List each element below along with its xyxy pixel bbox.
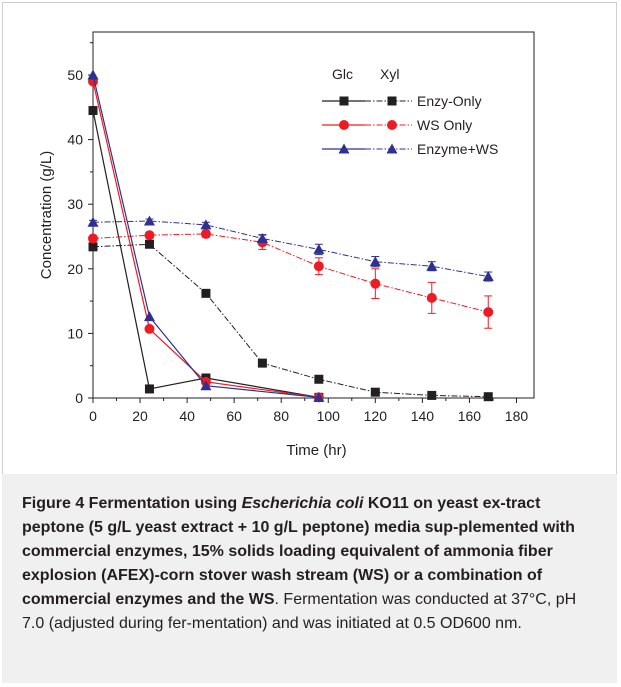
y-tick-label: 10 [67,325,83,341]
data-point [369,256,381,267]
series-line [92,220,489,278]
legend-entry: WS Only [322,117,472,133]
data-point [313,391,325,402]
data-point [144,384,154,394]
data-point [200,380,212,391]
series-enzyme-ws-glc [87,69,325,402]
data-point [426,292,437,303]
data-point [143,215,155,226]
data-point [201,288,211,298]
legend-marker-xyl [386,143,398,154]
data-point [88,106,98,116]
data-point [256,232,268,243]
data-point [144,230,155,241]
data-point [313,261,324,272]
axes: 0 20 40 60 80 100 120 140 160 180 0 10 20 30 40 50 Time … [38,31,535,459]
data-point [483,307,494,318]
y-tick-label: 0 [75,390,83,406]
series-enzyme-ws-xyl [87,215,494,282]
x-axis-label: Time (hr) [286,442,346,459]
data-point [200,219,212,230]
series-line [92,243,489,398]
legend: Glc Xyl Enzy-Only WS Only Enzyme+WS [322,66,498,157]
legend-entry: Enzyme+WS [322,141,498,157]
data-point [370,278,381,289]
x-tick-label: 20 [132,408,148,424]
data-point [88,242,98,252]
legend-marker-glc [338,143,350,154]
caption-organism: Escherichia coli [241,495,364,512]
plot-frame [92,31,535,399]
figure-caption: Figure 4 Fermentation using Escherichia … [2,474,617,683]
y-tick-label: 50 [67,67,83,83]
data-point [144,239,154,249]
data-point [370,387,380,397]
series-ws-only-xyl [88,228,494,329]
x-tick-label: 160 [458,408,482,424]
legend-label: Enzyme+WS [417,141,498,157]
y-tick-label: 40 [67,132,83,148]
series-enzy-only-glc [88,106,324,402]
x-tick-label: 180 [505,408,529,424]
series-line [92,74,319,398]
caption-figure-label: Figure 4 [22,495,85,512]
series-line [92,81,319,398]
caption-bold-part-2: KO11 on yeast ex-tract peptone (5 g/L ye… [22,495,575,608]
legend-entry: Enzy-Only [322,93,482,109]
x-tick-label: 100 [317,408,341,424]
data-point [427,390,437,400]
legend-marker-xyl [387,96,397,106]
y-axis-label: Concentration (g/L) [38,151,55,279]
legend-label: WS Only [417,117,472,133]
legend-marker-glc [339,96,349,106]
series-enzy-only-xyl [88,239,493,402]
data-point [87,69,99,80]
x-tick-label: 120 [364,408,388,424]
legend-marker-glc [339,120,349,130]
data-point [314,374,324,384]
series-line [92,233,489,313]
data-point [426,260,438,271]
x-tick-label: 60 [226,408,242,424]
data-point [87,216,99,227]
legend-header-glc: Glc [332,66,353,82]
series-ws-only-glc [88,76,324,403]
data-point [143,311,155,322]
data-point [88,233,98,244]
legend-label: Enzy-Only [417,93,482,109]
series-line [92,110,319,398]
data-point [200,228,211,239]
x-tick-label: 80 [273,408,289,424]
x-tick-label: 40 [179,408,195,424]
data-point [483,392,493,402]
data-point [144,323,155,334]
data-point [482,271,494,282]
caption-rest: . Fermentation was conducted at 37°C, pH… [22,591,577,632]
y-tick-label: 30 [67,196,83,212]
x-tick-label: 0 [89,408,97,424]
series-layer [87,69,494,403]
legend-header-xyl: Xyl [380,66,399,82]
data-point [257,358,267,368]
x-tick-label: 140 [411,408,435,424]
data-point [313,243,325,254]
legend-marker-xyl [387,120,397,130]
fermentation-chart: 0 20 40 60 80 100 120 140 160 180 0 10 20 30 40 50 Time … [38,31,535,459]
caption-bold-part-1: Fermentation using [84,495,242,512]
y-tick-label: 20 [67,261,83,277]
